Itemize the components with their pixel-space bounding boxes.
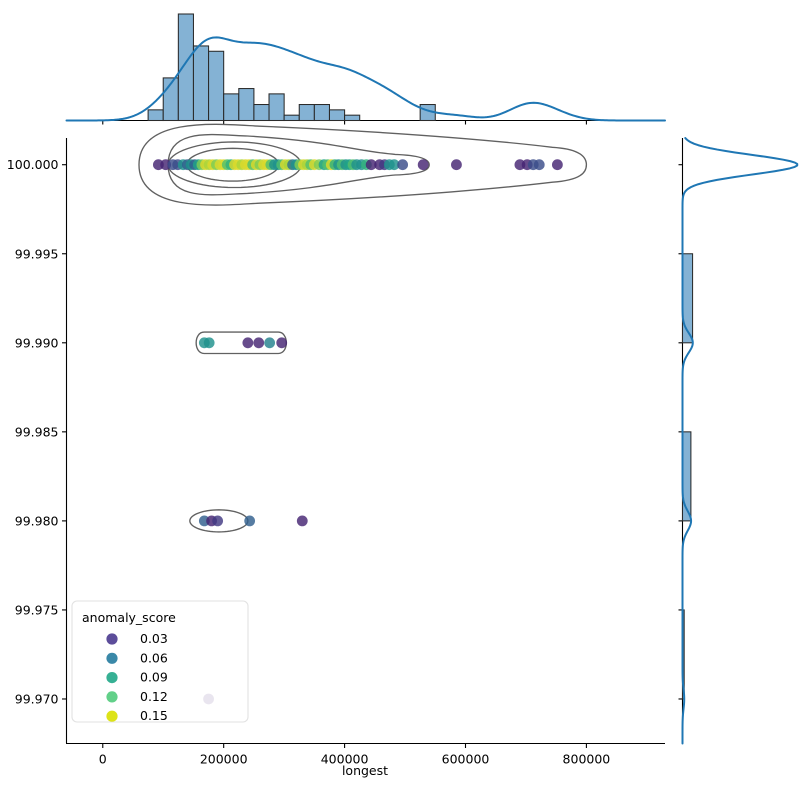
histogram-bar-x [208, 50, 225, 122]
joint-axes: 100.000 99.995 99.990 99.985 99.980 99.975 99.… [7, 123, 665, 778]
x-axis-title: longest [342, 763, 388, 778]
y-axis-tick-labels: 100.000 99.995 99.990 99.985 99.980 99.975 99.… [7, 157, 59, 706]
y-tick-label: 99.995 [15, 246, 59, 261]
marginal-x-histogram-bars [147, 13, 436, 122]
x-tick-label: 0 [99, 752, 107, 767]
histogram-bar-x [253, 104, 270, 122]
y-tick-label: 100.000 [7, 157, 59, 172]
marginal-x-ticks [102, 120, 587, 125]
scatter-point-group [152, 159, 563, 705]
kde-contour-99990 [195, 331, 287, 355]
legend-entry-label[interactable]: 0.06 [140, 650, 168, 665]
histogram-bar-x [283, 114, 300, 122]
legend-entry-label[interactable]: 0.12 [140, 689, 168, 704]
histogram-bar-x [313, 104, 331, 122]
legend[interactable]: anomaly_score 0.03 0.06 0.09 0.12 0.15 [71, 600, 249, 723]
legend-entry-label[interactable]: 0.15 [140, 708, 168, 723]
x-tick-label: 600000 [442, 752, 490, 767]
histogram-bar-x [268, 93, 285, 122]
kde-contour-group [138, 123, 588, 533]
scatter-point [417, 159, 429, 171]
histogram-bar-x [238, 88, 255, 122]
marginal-x-axes [65, 13, 666, 125]
legend-background [71, 600, 249, 723]
y-tick-label: 99.980 [15, 513, 59, 528]
legend-swatch[interactable] [106, 672, 118, 684]
x-tick-label: 800000 [563, 752, 611, 767]
y-tick-label: 99.975 [15, 602, 59, 617]
scatter-point [397, 159, 409, 171]
legend-entry-label[interactable]: 0.09 [140, 670, 168, 685]
x-axis-tick-labels: 0 200000 400000 600000 800000 [99, 752, 611, 767]
scatter-point [296, 515, 308, 527]
marginal-x-kde-curve [65, 36, 666, 122]
histogram-bar-x [147, 109, 164, 122]
scatter-point [244, 515, 256, 527]
histogram-bar-x [298, 104, 315, 122]
scatter-point [388, 159, 400, 171]
kde-contour-99980 [189, 509, 249, 533]
y-tick-label: 99.985 [15, 424, 59, 439]
legend-swatch[interactable] [106, 691, 118, 703]
histogram-bar-x [177, 13, 194, 122]
marginal-y-axes [678, 137, 799, 745]
legend-swatch[interactable] [106, 652, 118, 664]
scatter-point [212, 515, 224, 527]
scatter-point [253, 337, 265, 349]
marginal-y-kde-curve [681, 137, 799, 745]
legend-entry-label[interactable]: 0.03 [140, 631, 168, 646]
legend-swatch[interactable] [106, 710, 118, 722]
legend-items[interactable]: 0.03 0.06 0.09 0.12 0.15 [106, 631, 168, 723]
histogram-bar-x [328, 109, 346, 122]
scatter-point [451, 159, 462, 171]
histogram-bar-x [192, 45, 210, 122]
legend-swatch[interactable] [106, 633, 118, 645]
y-tick-label: 99.970 [15, 691, 59, 706]
x-axis-ticks [102, 743, 587, 748]
kde-contour-level-1 [138, 123, 588, 206]
histogram-bar-x [223, 93, 240, 122]
scatter-point [276, 337, 288, 349]
histogram-bar-x [344, 114, 361, 122]
x-tick-label: 400000 [321, 752, 369, 767]
legend-title: anomaly_score [82, 610, 176, 625]
scatter-point [365, 159, 377, 171]
scatter-point [533, 159, 545, 171]
y-axis-ticks [62, 164, 67, 700]
scatter-point [242, 337, 254, 349]
scatter-point [203, 337, 215, 349]
kde-contour-level-2 [167, 133, 430, 196]
x-tick-label: 200000 [200, 752, 248, 767]
scatter-point [264, 337, 276, 349]
scatter-point [551, 159, 563, 171]
y-tick-label: 99.990 [15, 335, 59, 350]
